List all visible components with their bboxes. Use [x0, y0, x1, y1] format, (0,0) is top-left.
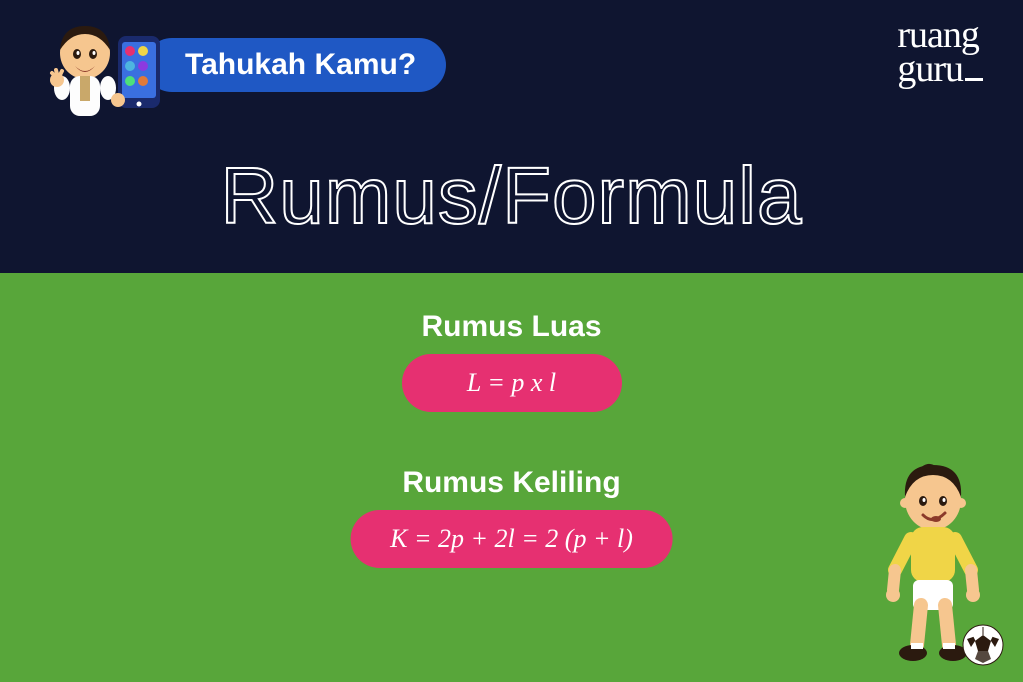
- did-you-know-badge: Tahukah Kamu?: [145, 38, 446, 92]
- logo-line2: guru: [897, 52, 983, 86]
- formula-area-pill: L = p x l: [402, 354, 622, 412]
- brand-logo: ruang guru: [897, 18, 983, 86]
- formula-perimeter-label: Rumus Keliling: [350, 466, 673, 500]
- formula-area-block: Rumus Luas L = p x l: [402, 310, 622, 412]
- mascot-character: [40, 18, 170, 133]
- header-section: Tahukah Kamu? ruang guru Rumus/Formula: [0, 0, 1023, 273]
- formula-area-label: Rumus Luas: [402, 310, 622, 344]
- formula-perimeter-block: Rumus Keliling K = 2p + 2l = 2 (p + l): [350, 466, 673, 568]
- soccer-ball-icon: [961, 623, 1005, 672]
- formula-perimeter-pill: K = 2p + 2l = 2 (p + l): [350, 510, 673, 568]
- logo-line1: ruang: [897, 18, 983, 52]
- main-title: Rumus/Formula: [220, 150, 802, 242]
- badge-container: Tahukah Kamu?: [145, 38, 446, 92]
- content-section: Rumus Luas L = p x l Rumus Keliling K = …: [0, 273, 1023, 682]
